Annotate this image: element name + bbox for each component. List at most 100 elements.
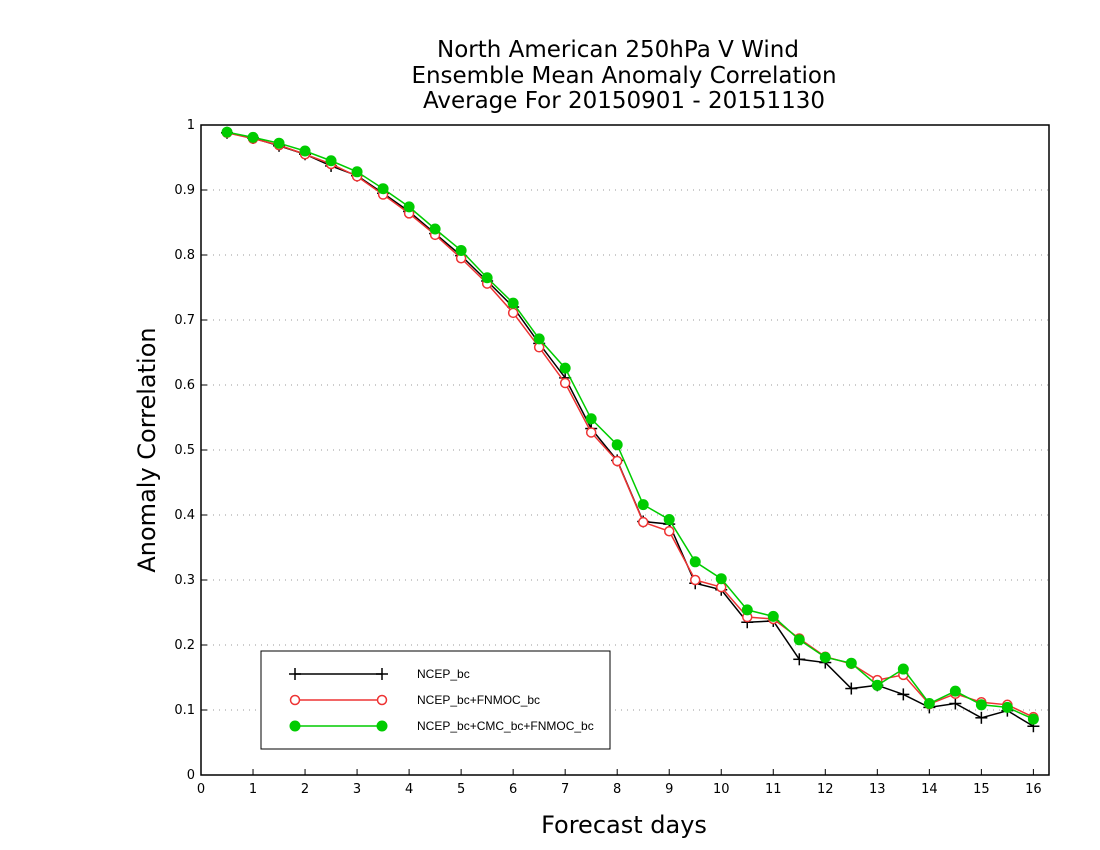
y-axis: 0 0.1 0.2 0.3 0.4 0.5 0.6 0.7 0.8 0.9 1 bbox=[174, 118, 207, 783]
x-tick-label-7: 7 bbox=[561, 782, 569, 797]
title-line-3: Average For 20150901 - 20151130 bbox=[423, 88, 825, 114]
x-tick-label-4: 4 bbox=[405, 782, 413, 797]
y-tick-label-8: 0.8 bbox=[174, 248, 195, 263]
series-2-point-5 bbox=[351, 166, 363, 178]
legend-marker-right-2 bbox=[376, 720, 388, 732]
chart-title: North American 250hPa V Wind Ensemble Me… bbox=[411, 37, 836, 114]
y-tick-label-0: 0 bbox=[187, 768, 195, 783]
series-2-point-29 bbox=[975, 699, 987, 711]
series-2-point-26 bbox=[897, 663, 909, 675]
legend-marker-left-1 bbox=[289, 694, 301, 706]
series-1 bbox=[221, 127, 1039, 723]
x-tick-label-1: 1 bbox=[249, 782, 257, 797]
legend-item-2: NCEP_bc+CMC_bc+FNMOC_bc bbox=[289, 719, 594, 733]
x-tick-label-0: 0 bbox=[197, 782, 205, 797]
series-2-point-13 bbox=[559, 362, 571, 374]
x-tick-label-13: 13 bbox=[869, 782, 886, 797]
series-layer bbox=[221, 126, 1040, 733]
series-2-point-21 bbox=[767, 610, 779, 622]
legend: NCEP_bc NCEP_bc+FNMOC_bc NCEP_bc+CMC_bc+FN… bbox=[260, 650, 611, 750]
series-2-point-20 bbox=[741, 604, 753, 616]
series-2-point-3 bbox=[299, 145, 311, 157]
series-2-point-14 bbox=[585, 413, 597, 425]
y-tick-label-9: 0.9 bbox=[174, 183, 195, 198]
legend-label-2: NCEP_bc+CMC_bc+FNMOC_bc bbox=[417, 719, 594, 733]
legend-item-0: NCEP_bc bbox=[289, 667, 470, 681]
series-0-point-26 bbox=[897, 688, 910, 701]
x-tick-label-2: 2 bbox=[301, 782, 309, 797]
series-1-point-15 bbox=[611, 455, 623, 467]
series-2-point-4 bbox=[325, 155, 337, 167]
series-2-point-2 bbox=[273, 137, 285, 149]
series-0-point-29 bbox=[975, 711, 988, 724]
title-line-1: North American 250hPa V Wind bbox=[437, 37, 799, 63]
series-line-2 bbox=[226, 131, 1034, 720]
series-2-point-27 bbox=[923, 698, 935, 709]
series-2-point-25 bbox=[871, 679, 883, 691]
series-2-point-30 bbox=[1001, 701, 1013, 713]
y-tick-label-2: 0.2 bbox=[174, 638, 195, 653]
series-1-point-17 bbox=[663, 526, 675, 537]
x-tick-label-11: 11 bbox=[765, 782, 782, 797]
series-line-0 bbox=[226, 132, 1034, 727]
x-tick-label-12: 12 bbox=[817, 782, 834, 797]
series-0-point-22 bbox=[793, 653, 806, 666]
series-2-point-7 bbox=[403, 201, 415, 213]
title-line-2: Ensemble Mean Anomaly Correlation bbox=[411, 63, 836, 89]
x-tick-label-5: 5 bbox=[457, 782, 465, 797]
y-axis-label: Anomaly Correlation bbox=[133, 327, 161, 572]
y-tick-label-3: 0.3 bbox=[174, 573, 195, 588]
y-tick-label-1: 0.1 bbox=[174, 703, 195, 718]
x-tick-label-8: 8 bbox=[613, 782, 621, 797]
series-2-point-24 bbox=[845, 657, 857, 669]
series-0-point-24 bbox=[845, 682, 858, 695]
series-1-point-18 bbox=[689, 574, 701, 586]
series-2-point-16 bbox=[637, 499, 649, 511]
series-2-point-19 bbox=[715, 573, 727, 585]
x-axis: 0 1 2 3 4 5 6 7 8 9 10 11 12 13 14 15 16 bbox=[197, 769, 1042, 797]
series-2-point-6 bbox=[377, 183, 389, 195]
series-line-1 bbox=[226, 132, 1034, 718]
series-0 bbox=[221, 126, 1040, 733]
series-2-point-0 bbox=[221, 126, 233, 138]
series-2-point-31 bbox=[1027, 713, 1039, 725]
gridlines bbox=[201, 189, 1049, 711]
legend-marker-left-2 bbox=[289, 720, 301, 732]
legend-item-1: NCEP_bc+FNMOC_bc bbox=[289, 693, 540, 707]
series-2-point-22 bbox=[793, 634, 805, 646]
series-2-point-8 bbox=[429, 223, 441, 235]
series-2-point-28 bbox=[949, 685, 961, 697]
series-2-point-12 bbox=[533, 333, 545, 345]
series-1-point-14 bbox=[585, 427, 597, 438]
x-axis-label: Forecast days bbox=[541, 811, 707, 839]
series-2-point-1 bbox=[247, 131, 259, 143]
series-2-point-23 bbox=[819, 651, 831, 663]
y-tick-label-7: 0.7 bbox=[174, 313, 195, 328]
legend-label-1: NCEP_bc+FNMOC_bc bbox=[417, 693, 540, 707]
legend-label-0: NCEP_bc bbox=[417, 667, 470, 681]
x-tick-label-15: 15 bbox=[973, 782, 990, 797]
series-2-point-10 bbox=[481, 272, 493, 284]
y-tick-label-10: 1 bbox=[187, 118, 195, 133]
series-1-point-16 bbox=[637, 516, 649, 528]
x-tick-label-9: 9 bbox=[665, 782, 673, 797]
series-1-point-11 bbox=[507, 307, 519, 319]
series-2-point-18 bbox=[689, 556, 701, 568]
series-2-point-17 bbox=[663, 514, 675, 526]
series-2-point-11 bbox=[507, 297, 519, 309]
series-2-point-15 bbox=[611, 439, 623, 451]
legend-marker-right-1 bbox=[376, 694, 388, 706]
x-tick-label-16: 16 bbox=[1025, 782, 1042, 797]
y-tick-label-6: 0.6 bbox=[174, 378, 195, 393]
x-tick-label-6: 6 bbox=[509, 782, 517, 797]
series-1-point-13 bbox=[559, 377, 571, 389]
x-tick-label-10: 10 bbox=[713, 782, 730, 797]
x-tick-label-14: 14 bbox=[921, 782, 938, 797]
legend-marker-left-0 bbox=[289, 668, 301, 680]
x-tick-label-3: 3 bbox=[353, 782, 361, 797]
series-0-point-28 bbox=[949, 697, 962, 710]
series-2-point-9 bbox=[455, 244, 467, 256]
legend-marker-right-0 bbox=[376, 668, 388, 680]
series-2 bbox=[221, 126, 1039, 725]
